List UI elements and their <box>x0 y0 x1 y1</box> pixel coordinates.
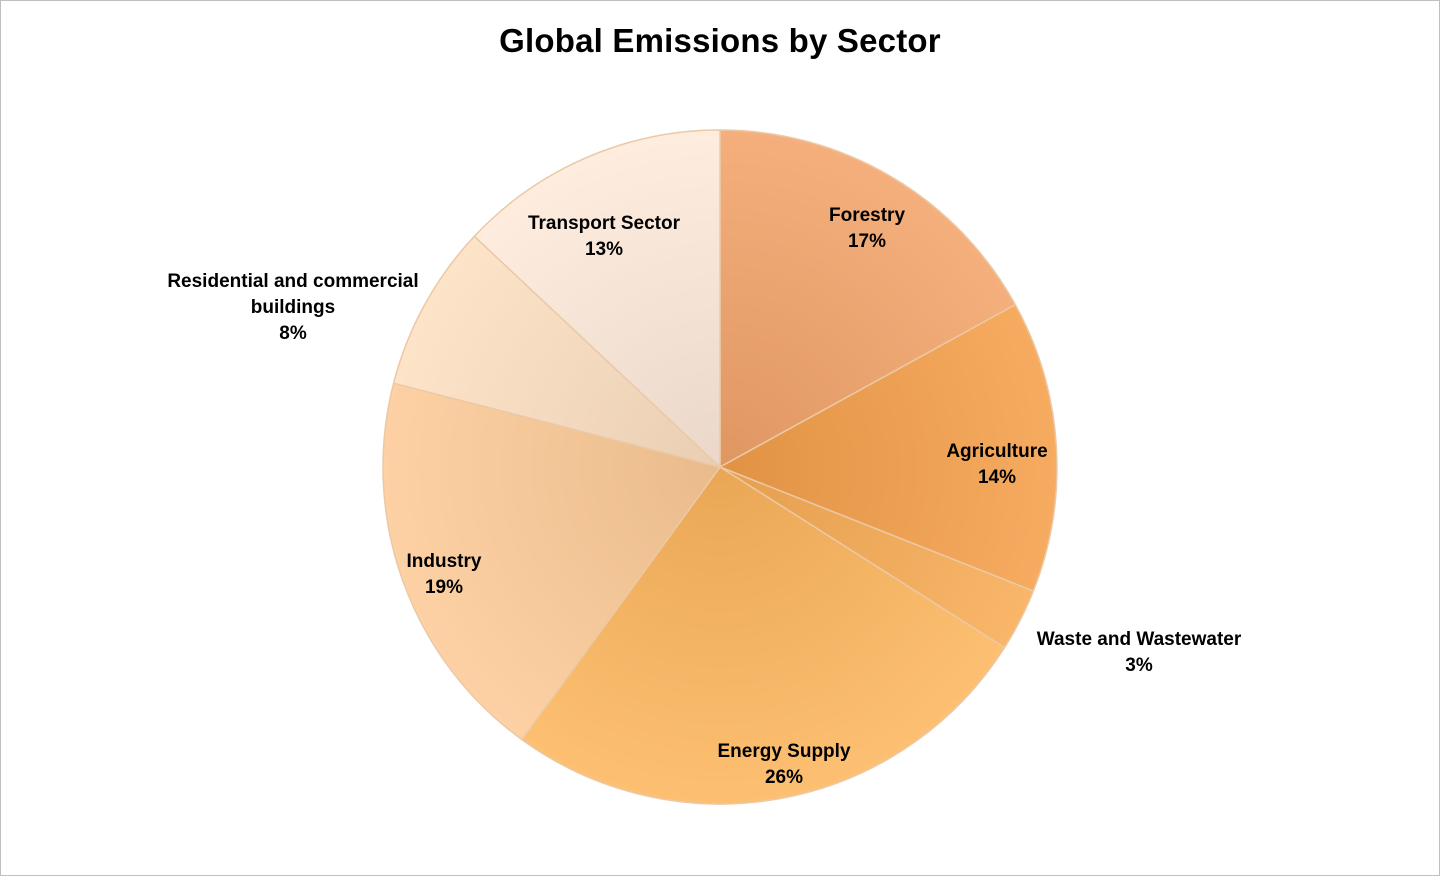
pie-slices <box>382 129 1058 805</box>
slice-name-label: buildings <box>251 297 335 318</box>
slice-name-label: Industry <box>407 551 482 572</box>
slice-value-label: 19% <box>425 577 463 598</box>
slice-value-label: 3% <box>1125 655 1153 676</box>
slice-value-label: 26% <box>765 767 803 788</box>
slice-label-energy-supply: Energy Supply 26% <box>717 741 850 788</box>
pie-slice-industry <box>382 382 721 741</box>
slice-name-label: Energy Supply <box>717 741 850 762</box>
pie-slice-agriculture <box>719 303 1058 592</box>
slice-label-waste-and-wastewater: Waste and Wastewater 3% <box>1037 629 1242 676</box>
slice-label-forestry: Forestry 17% <box>829 205 905 252</box>
slice-label-agriculture: Agriculture 14% <box>946 441 1047 488</box>
slice-label-transport-sector: Transport Sector 13% <box>528 213 681 260</box>
slice-value-label: 8% <box>279 323 307 344</box>
pie-slice-transport-sector <box>473 129 721 468</box>
chart-title: Global Emissions by Sector <box>499 22 941 59</box>
pie-labels: Forestry 17% Agriculture 14% Waste and Waste… <box>167 205 1242 788</box>
pie-slice-residential-and-commercial-buildings <box>392 235 721 468</box>
slice-value-label: 13% <box>585 239 623 260</box>
slice-name-label: Residential and commercial <box>167 271 418 292</box>
slice-value-label: 17% <box>848 231 886 252</box>
slice-name-label: Forestry <box>829 205 905 226</box>
slice-name-label: Agriculture <box>946 441 1047 462</box>
slice-label-residential-and-commercial-buildings: Residential and commercial buildings 8% <box>167 271 418 344</box>
slice-name-label: Transport Sector <box>528 213 681 234</box>
pie-slice-energy-supply <box>521 466 1006 805</box>
slice-name-label: Waste and Wastewater <box>1037 629 1242 650</box>
slice-value-label: 14% <box>978 467 1016 488</box>
slice-label-industry: Industry 19% <box>407 551 482 598</box>
pie-slice-forestry <box>719 129 1017 468</box>
